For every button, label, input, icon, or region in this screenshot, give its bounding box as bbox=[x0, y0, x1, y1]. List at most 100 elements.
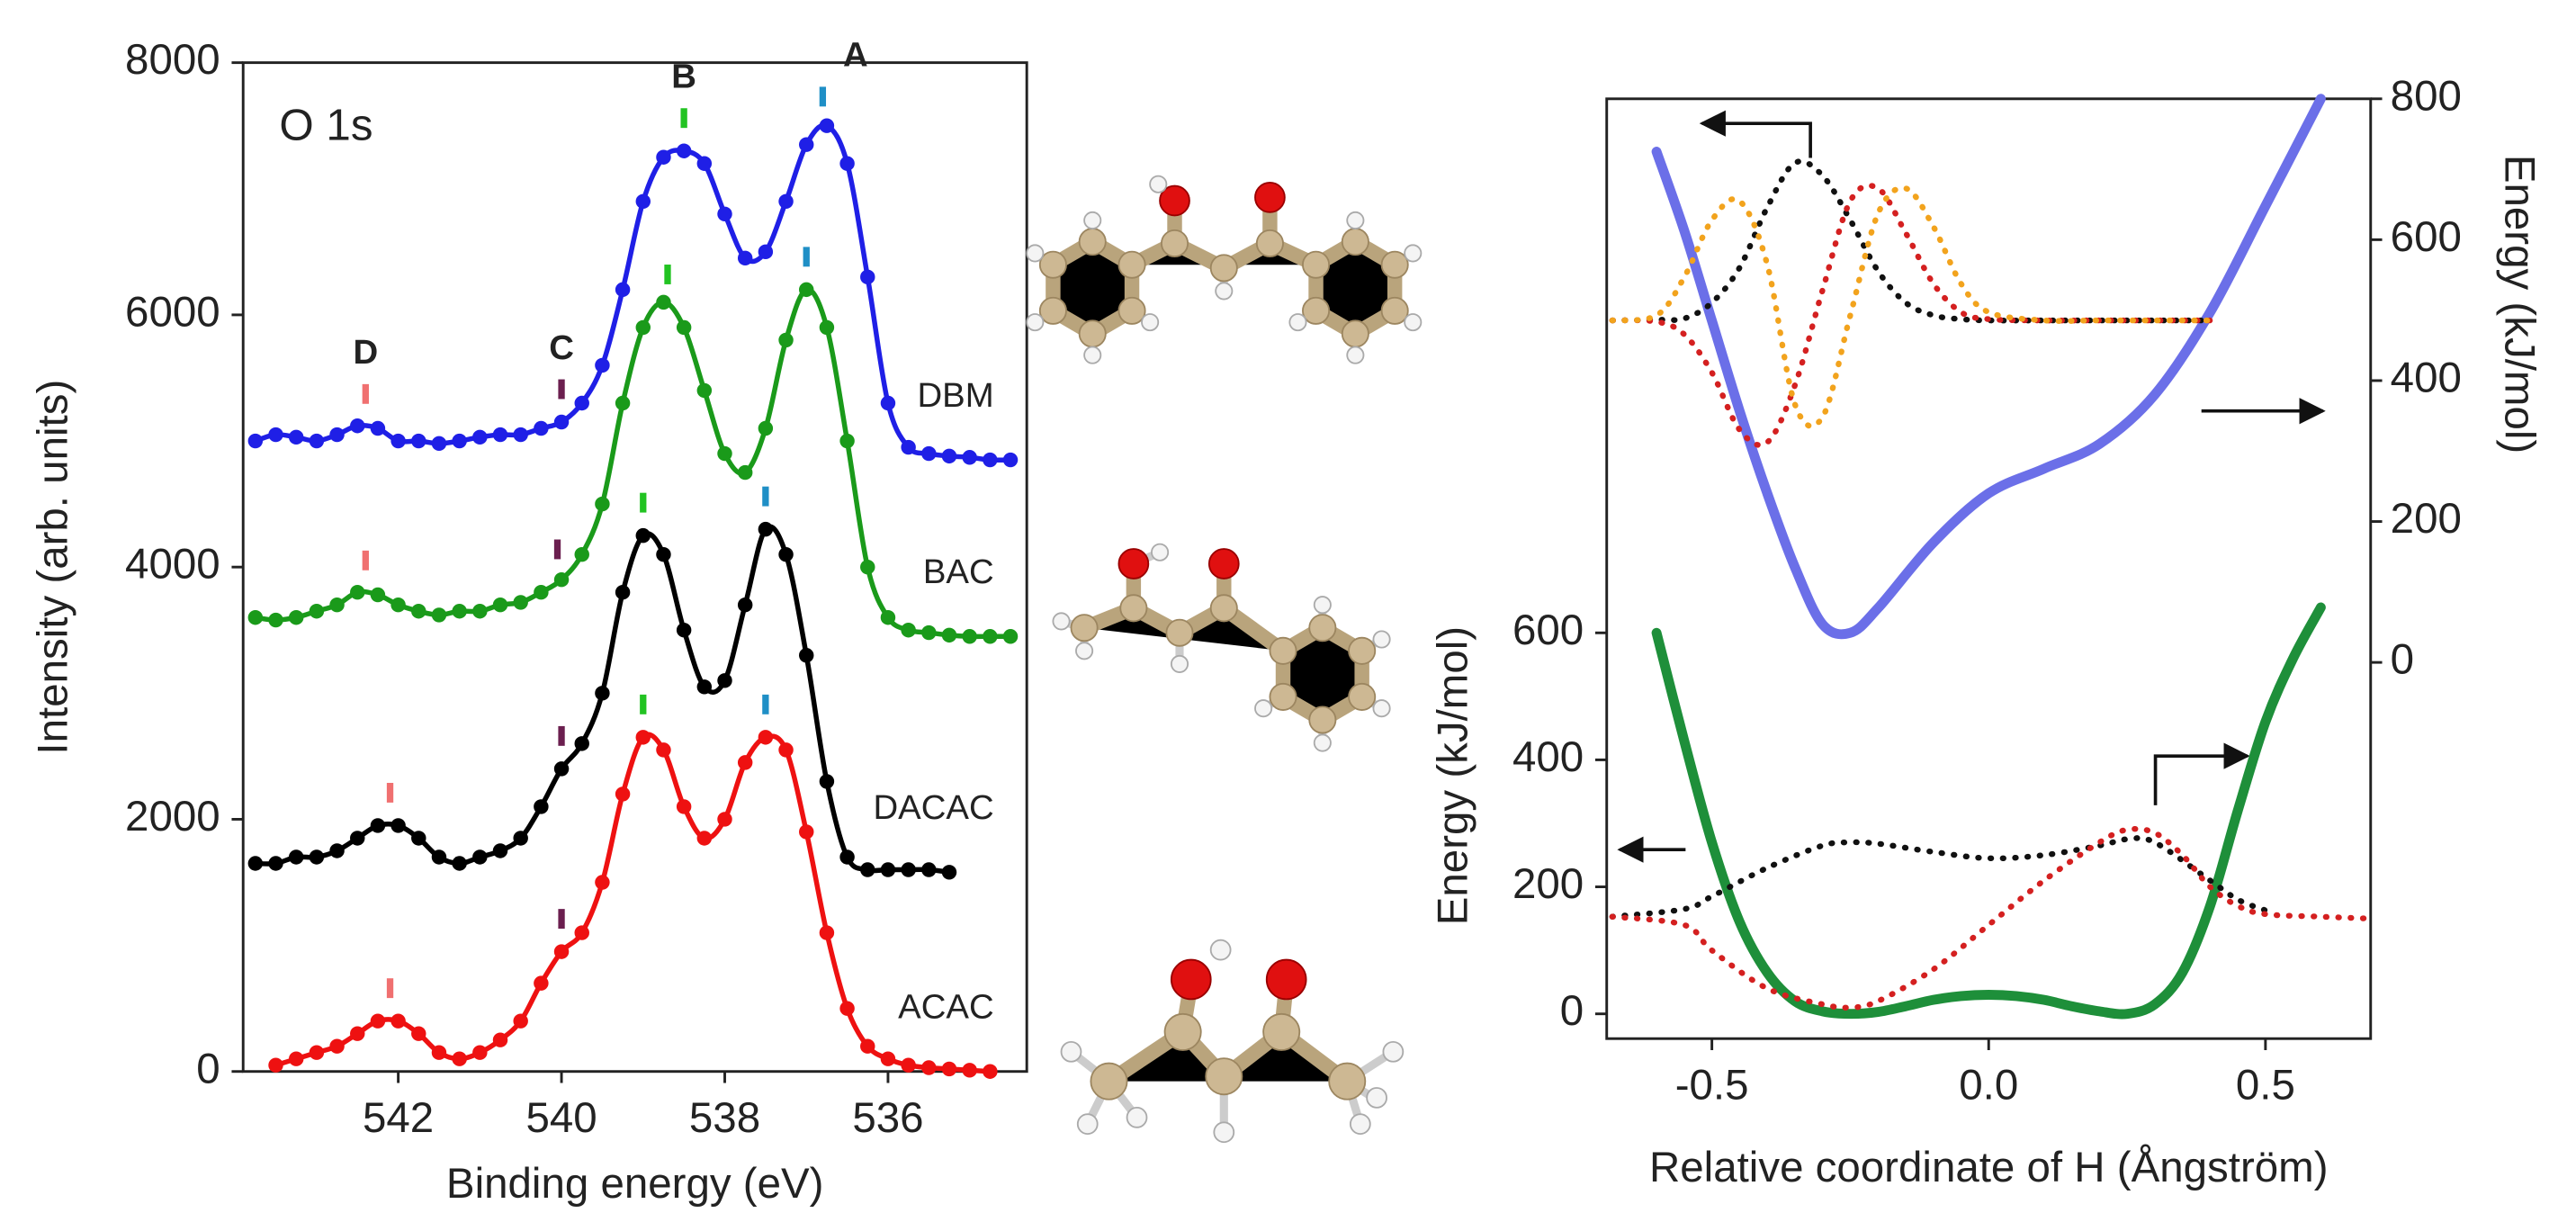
data-point bbox=[575, 736, 589, 750]
data-point bbox=[411, 831, 426, 845]
data-point bbox=[371, 421, 385, 436]
molecule-bac bbox=[1053, 544, 1389, 751]
data-point bbox=[350, 831, 364, 845]
data-point bbox=[983, 1065, 997, 1079]
arrows bbox=[1620, 123, 2322, 849]
data-point bbox=[575, 547, 589, 562]
data-point bbox=[839, 434, 854, 448]
data-point bbox=[452, 1051, 466, 1065]
data-point bbox=[390, 598, 405, 612]
x-tick-label: 0.5 bbox=[2236, 1062, 2295, 1110]
data-point bbox=[697, 831, 712, 845]
data-point bbox=[289, 1051, 303, 1065]
data-point bbox=[534, 799, 548, 813]
data-point bbox=[962, 1063, 976, 1077]
data-point bbox=[778, 194, 793, 209]
data-point bbox=[493, 427, 507, 442]
data-point bbox=[534, 975, 548, 990]
data-point bbox=[942, 1062, 956, 1076]
data-point bbox=[677, 144, 691, 158]
data-point bbox=[901, 440, 915, 454]
data-point bbox=[575, 396, 589, 410]
data-point bbox=[881, 1051, 895, 1065]
annotation: O 1s bbox=[279, 101, 372, 150]
data-point bbox=[1003, 453, 1018, 467]
data-point bbox=[329, 1038, 344, 1053]
data-point bbox=[289, 430, 303, 445]
y-axis-label: Energy (kJ/mol) bbox=[1429, 626, 1476, 925]
y-axis-label: Intensity (arb. units) bbox=[30, 380, 77, 755]
data-point bbox=[432, 849, 446, 864]
data-point bbox=[921, 862, 936, 876]
y-tick-label: 6000 bbox=[125, 288, 220, 336]
data-point bbox=[758, 522, 773, 536]
peak-label: A bbox=[843, 36, 868, 75]
data-point bbox=[677, 799, 691, 813]
data-point bbox=[390, 1013, 405, 1028]
peak-label: C bbox=[549, 328, 574, 367]
y2-tick-label: 800 bbox=[2391, 72, 2462, 120]
data-point bbox=[860, 1038, 875, 1053]
data-point bbox=[248, 856, 263, 870]
data-point bbox=[881, 610, 895, 624]
data-point bbox=[983, 453, 997, 467]
data-point bbox=[513, 595, 527, 609]
data-point bbox=[329, 843, 344, 858]
data-point bbox=[820, 320, 834, 335]
data-point bbox=[942, 628, 956, 642]
data-point bbox=[411, 434, 426, 448]
data-point bbox=[778, 742, 793, 757]
data-point bbox=[472, 1045, 487, 1059]
data-point bbox=[697, 383, 712, 398]
data-point bbox=[350, 1026, 364, 1040]
series-label: ACAC bbox=[898, 987, 994, 1026]
y2-tick-label: 400 bbox=[2391, 355, 2462, 402]
data-point bbox=[350, 585, 364, 599]
data-point bbox=[472, 849, 487, 864]
data-point bbox=[534, 421, 548, 436]
data-point bbox=[860, 560, 875, 574]
data-point bbox=[820, 925, 834, 939]
data-point bbox=[799, 283, 813, 297]
data-point bbox=[554, 572, 569, 587]
data-point bbox=[636, 194, 651, 209]
x-axis-label: Relative coordinate of H (Ångström) bbox=[1649, 1144, 2329, 1191]
data-point bbox=[656, 295, 670, 310]
data-point bbox=[881, 862, 895, 876]
y-tick-label: 600 bbox=[1512, 606, 1584, 654]
y-tick-label: 8000 bbox=[125, 36, 220, 84]
data-point bbox=[921, 1060, 936, 1074]
data-point bbox=[839, 849, 854, 864]
data-point bbox=[717, 446, 732, 461]
data-point bbox=[472, 430, 487, 445]
peak-label: D bbox=[353, 333, 378, 372]
data-point bbox=[942, 865, 956, 879]
data-point bbox=[738, 465, 752, 480]
plot-frame bbox=[1607, 99, 2371, 1038]
data-point bbox=[329, 598, 344, 612]
data-point bbox=[921, 446, 936, 461]
data-point bbox=[595, 686, 609, 700]
data-point bbox=[310, 1045, 324, 1059]
dotted-curve bbox=[1612, 188, 2210, 427]
data-point bbox=[452, 856, 466, 870]
data-point bbox=[820, 118, 834, 132]
data-point bbox=[310, 849, 324, 864]
data-point bbox=[615, 786, 630, 801]
data-point bbox=[656, 547, 670, 562]
data-point bbox=[636, 320, 651, 335]
data-point bbox=[390, 818, 405, 832]
y-tick-label: 400 bbox=[1512, 733, 1584, 781]
data-point bbox=[268, 1058, 283, 1073]
data-point bbox=[820, 774, 834, 788]
data-point bbox=[983, 629, 997, 643]
molecule-acac bbox=[1062, 940, 1404, 1143]
series-label: BAC bbox=[923, 553, 994, 591]
series-label: DACAC bbox=[873, 788, 993, 827]
data-point bbox=[738, 598, 752, 612]
figure: 54254053853602000400060008000Binding ene… bbox=[0, 0, 2576, 1213]
data-point bbox=[738, 755, 752, 769]
data-point bbox=[575, 925, 589, 939]
y-tick-label: 0 bbox=[1560, 987, 1584, 1035]
data-point bbox=[881, 396, 895, 410]
